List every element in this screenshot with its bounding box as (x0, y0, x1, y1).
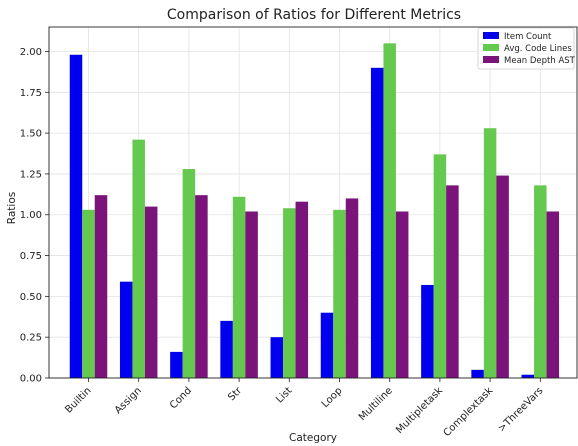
chart-title: Comparison of Ratios for Different Metri… (167, 7, 461, 23)
bar-avg-code-lines-assign (132, 139, 145, 378)
y-tick-label: 1.25 (20, 169, 42, 180)
bar-item-count-cond (170, 351, 183, 378)
legend-box (477, 27, 575, 70)
bar-mean-depth-ast-list (295, 201, 309, 378)
bar-mean-depth-ast-cond (195, 195, 208, 378)
x-tick-label: Loop (320, 385, 345, 410)
bars (69, 43, 560, 379)
legend-swatch (483, 44, 499, 51)
bar-mean-depth-ast-threevars (546, 211, 560, 378)
x-tick-label: Multipletask (394, 385, 445, 436)
x-tick-label: Assign (113, 385, 144, 416)
bar-mean-depth-ast-multipletask (446, 185, 459, 378)
legend-swatch (483, 56, 499, 63)
y-tick-label: 1.50 (20, 129, 42, 140)
x-tick-label: Complextask (442, 385, 496, 439)
bar-mean-depth-ast-loop (345, 198, 359, 378)
bar-avg-code-lines-complextask (483, 128, 497, 378)
x-tick-label: >ThreeVars (496, 385, 545, 434)
y-tick-label: 1.75 (20, 88, 42, 99)
y-tick-label: 0.25 (20, 333, 42, 344)
bar-avg-code-lines-str (232, 196, 246, 378)
bar-avg-code-lines-multiline (383, 43, 396, 378)
y-tick-label: 2.00 (20, 47, 42, 58)
bar-item-count-threevars (521, 374, 535, 378)
x-axis-ticks: Builtin Assign Cond Str List Loop Multiline Mul… (63, 378, 545, 439)
bar-item-count-multipletask (421, 284, 434, 378)
bar-item-count-list (270, 337, 284, 378)
x-tick-label: Multiline (357, 385, 395, 423)
y-tick-label: 1.00 (20, 210, 42, 221)
bar-avg-code-lines-cond (182, 169, 196, 378)
bar-item-count-complextask (471, 369, 484, 378)
legend-label: Avg. Code Lines (504, 44, 572, 54)
x-axis-title: Category (289, 432, 337, 444)
bar-avg-code-lines-multipletask (433, 154, 447, 378)
bar-mean-depth-ast-complextask (496, 175, 509, 378)
bar-avg-code-lines-builtin (82, 209, 95, 378)
bar-item-count-multiline (370, 67, 384, 378)
bar-item-count-loop (320, 312, 334, 378)
bar-mean-depth-ast-assign (144, 206, 158, 378)
bar-item-count-str (220, 320, 233, 378)
bar-item-count-assign (119, 281, 133, 378)
x-tick-label: Cond (168, 385, 194, 411)
y-axis-title: Ratios (6, 192, 18, 224)
y-axis-ticks: 0.00 0.25 0.50 0.75 1.00 1.25 1.50 1.75 2.00 (20, 47, 49, 385)
bar-mean-depth-ast-builtin (94, 195, 108, 378)
bar-mean-depth-ast-multiline (395, 211, 409, 378)
x-tick-label: Builtin (63, 385, 93, 415)
x-tick-label: Str (226, 385, 245, 404)
legend: Item Count Avg. Code Lines Mean Depth AST (477, 27, 576, 70)
x-tick-label: List (274, 385, 294, 405)
legend-swatch (483, 32, 499, 39)
y-tick-label: 0.00 (20, 374, 42, 385)
bar-mean-depth-ast-str (245, 211, 258, 378)
bar-avg-code-lines-loop (333, 209, 346, 378)
y-tick-label: 0.75 (20, 251, 42, 262)
plot-frame (48, 26, 578, 379)
legend-label: Mean Depth AST (504, 56, 576, 66)
y-tick-label: 0.50 (20, 292, 42, 303)
bar-avg-code-lines-list (283, 208, 296, 378)
bar-item-count-builtin (69, 54, 83, 379)
legend-label: Item Count (504, 32, 552, 42)
bar-avg-code-lines-threevars (534, 185, 547, 378)
